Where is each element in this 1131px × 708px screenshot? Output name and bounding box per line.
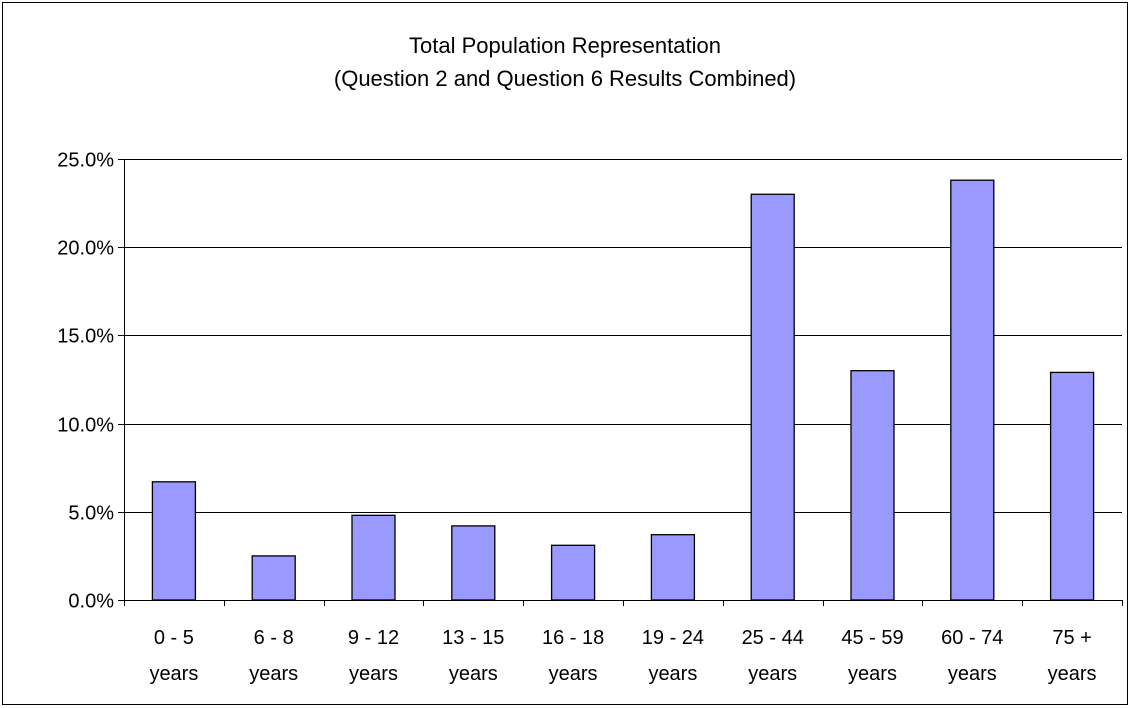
x-tick-label-unit: years: [948, 663, 997, 685]
x-tick-label: 13 - 15: [442, 627, 504, 649]
bar: [451, 525, 496, 601]
x-tick-label: 25 - 44: [742, 627, 804, 649]
bar: [550, 544, 596, 601]
y-tick-label: 0.0%: [68, 591, 114, 613]
bar: [750, 193, 795, 601]
x-tick-label-unit: years: [1048, 663, 1097, 685]
x-tick-label-unit: years: [648, 663, 697, 685]
bar: [850, 370, 895, 601]
x-tick-label: 19 - 24: [642, 627, 704, 649]
x-tick-label: 60 - 74: [941, 627, 1003, 649]
x-tick-label: 16 - 18: [542, 627, 604, 649]
y-tick-label: 15.0%: [57, 326, 114, 348]
y-tick-label: 20.0%: [57, 238, 114, 260]
chart-title: Total Population Representation: [409, 33, 721, 58]
bar: [151, 481, 197, 601]
bar: [251, 555, 296, 601]
x-tick-label: 9 - 12: [348, 627, 399, 649]
x-tick-label-unit: years: [149, 663, 198, 685]
tick-labels: 0.0% 5.0% 10.0% 15.0% 20.0% 25.0% 0 - 5 years 6 …: [57, 150, 1096, 686]
x-tick-label-unit: years: [249, 663, 298, 685]
x-tick-label-unit: years: [748, 663, 797, 685]
x-tick-label-unit: years: [848, 663, 897, 685]
x-tick-label: 6 - 8: [254, 627, 294, 649]
y-tick-label: 10.0%: [57, 415, 114, 437]
bar: [1049, 371, 1095, 601]
x-tick-label: 0 - 5: [154, 627, 194, 649]
bar: [351, 514, 396, 601]
y-tick-label: 5.0%: [68, 503, 114, 525]
x-tick-label: 45 - 59: [841, 627, 903, 649]
bar: [950, 179, 995, 601]
bars: [151, 179, 1095, 601]
bar: [650, 534, 696, 601]
x-tick-label-unit: years: [349, 663, 398, 685]
y-tick-label: 25.0%: [57, 150, 114, 172]
chart-subtitle: (Question 2 and Question 6 Results Combi…: [334, 66, 796, 91]
x-tick-label: 75 +: [1052, 627, 1091, 649]
axes: [118, 159, 1123, 606]
x-tick-label-unit: years: [549, 663, 598, 685]
x-tick-label-unit: years: [449, 663, 498, 685]
